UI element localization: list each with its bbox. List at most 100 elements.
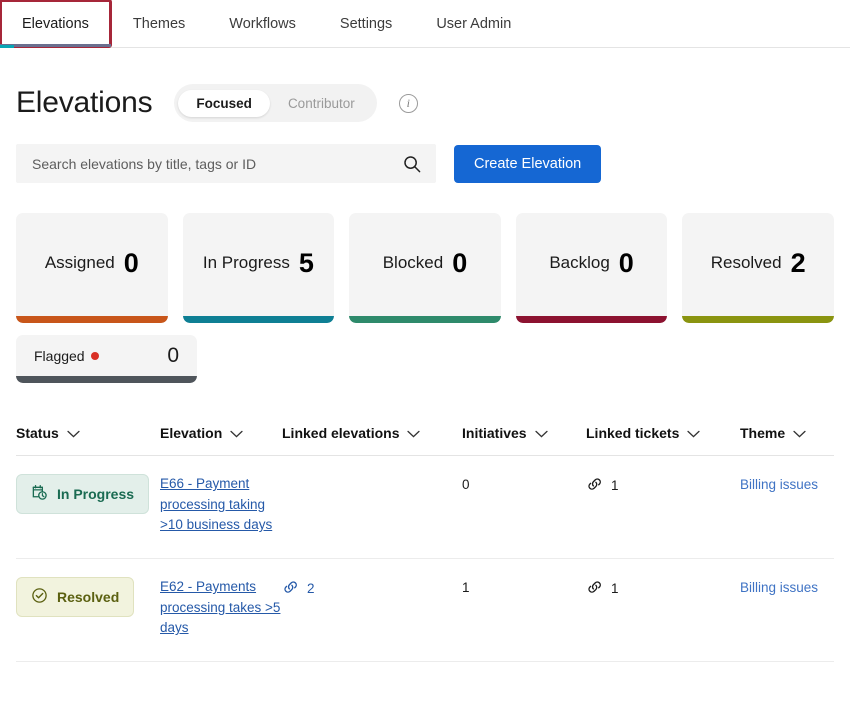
- chevron-down-icon[interactable]: [534, 425, 548, 441]
- nav-tab-workflows[interactable]: Workflows: [207, 0, 318, 47]
- search-box: [16, 144, 436, 183]
- page-header: Elevations Focused Contributor i: [16, 84, 834, 122]
- nav-tab-label: Themes: [132, 15, 186, 32]
- linked-elevations-value: 2: [307, 581, 315, 596]
- table-header-row: Status Elevation Linked elevations Initi…: [16, 425, 834, 456]
- status-badge-label: Resolved: [57, 589, 120, 605]
- status-card-value: 2: [790, 247, 806, 278]
- flagged-label-group: Flagged: [34, 348, 99, 364]
- table-row[interactable]: Resolved E62 - Payments processing takes…: [16, 559, 834, 662]
- column-header-label: Linked elevations: [282, 425, 400, 441]
- column-header-label: Initiatives: [462, 425, 527, 441]
- cell-theme: Billing issues: [740, 474, 834, 492]
- nav-tab-label: User Admin: [436, 15, 512, 32]
- status-card-accent-bar: [515, 316, 668, 323]
- status-card-value: 0: [452, 247, 468, 278]
- linked-tickets-count[interactable]: 1: [586, 580, 619, 597]
- cell-initiatives: 1: [462, 577, 586, 595]
- status-card-label: Blocked: [382, 253, 444, 273]
- theme-link[interactable]: Billing issues: [740, 580, 819, 595]
- primary-navigation: Elevations Themes Workflows Settings Use…: [0, 0, 850, 48]
- column-header-label: Linked tickets: [586, 425, 680, 441]
- column-header-theme[interactable]: Theme: [740, 425, 834, 441]
- elevation-link[interactable]: E66 - Payment processing taking >10 busi…: [160, 476, 273, 533]
- cell-elevation: E62 - Payments processing takes >5 days: [160, 577, 282, 639]
- column-header-linked-tickets[interactable]: Linked tickets: [586, 425, 740, 441]
- chevron-down-icon[interactable]: [230, 425, 243, 441]
- status-card-blocked[interactable]: Blocked 0: [349, 213, 501, 323]
- toggle-option-focused[interactable]: Focused: [178, 89, 270, 117]
- chevron-down-icon[interactable]: [687, 425, 701, 441]
- status-card-flagged[interactable]: Flagged 0: [16, 335, 197, 383]
- elevation-link[interactable]: E62 - Payments processing takes >5 days: [160, 579, 281, 636]
- table-row[interactable]: In Progress E66 - Payment processing tak…: [16, 456, 834, 559]
- column-header-status[interactable]: Status: [16, 425, 160, 441]
- page-title: Elevations: [16, 86, 153, 119]
- search-row: Create Elevation: [16, 144, 834, 183]
- status-card-accent-bar: [16, 376, 197, 383]
- status-card-in-progress[interactable]: In Progress 5: [182, 213, 335, 323]
- cell-status: Resolved: [16, 577, 160, 617]
- status-card-assigned[interactable]: Assigned 0: [16, 213, 168, 323]
- initiatives-value: 0: [462, 477, 470, 492]
- search-icon[interactable]: [402, 154, 422, 174]
- view-mode-toggle: Focused Contributor: [174, 84, 377, 122]
- nav-tab-settings[interactable]: Settings: [318, 0, 414, 47]
- nav-tab-label: Settings: [339, 15, 393, 32]
- status-card-value: 0: [618, 247, 634, 278]
- initiatives-value: 1: [462, 580, 470, 595]
- status-card-label: Resolved: [710, 253, 782, 273]
- info-glyph: i: [406, 96, 410, 110]
- create-elevation-button[interactable]: Create Elevation: [454, 144, 602, 183]
- cell-initiatives: 0: [462, 474, 586, 492]
- cell-linked-elevations: 2: [282, 577, 462, 597]
- chevron-down-icon[interactable]: [67, 425, 80, 441]
- nav-tab-elevations[interactable]: Elevations: [0, 0, 112, 48]
- status-card-accent-bar: [349, 316, 501, 323]
- nav-tab-label: Elevations: [22, 15, 89, 32]
- chevron-down-icon[interactable]: [407, 425, 421, 441]
- column-header-elevation[interactable]: Elevation: [160, 425, 282, 441]
- linked-tickets-value: 1: [611, 478, 619, 493]
- link-icon: [586, 477, 604, 494]
- nav-accent-bar: [0, 45, 14, 48]
- calendar-clock-icon: [31, 484, 48, 504]
- column-header-initiatives[interactable]: Initiatives: [462, 425, 586, 441]
- status-card-backlog[interactable]: Backlog 0: [515, 213, 668, 323]
- page-content: Elevations Focused Contributor i Create …: [0, 84, 850, 662]
- flag-dot-icon: [90, 351, 99, 360]
- status-card-value: 0: [167, 343, 179, 367]
- status-card-value: 0: [123, 247, 139, 278]
- cell-status: In Progress: [16, 474, 160, 514]
- search-input[interactable]: [30, 154, 402, 173]
- status-card-accent-bar: [682, 316, 834, 323]
- check-circle-icon: [31, 587, 48, 607]
- column-header-linked-elevations[interactable]: Linked elevations: [282, 425, 462, 441]
- linked-elevations-count[interactable]: 2: [282, 580, 315, 597]
- nav-tab-label: Workflows: [229, 15, 296, 32]
- status-card-label: In Progress: [202, 253, 290, 273]
- flagged-card-row: Flagged 0: [16, 335, 834, 383]
- column-header-label: Status: [16, 425, 59, 441]
- linked-tickets-count[interactable]: 1: [586, 477, 619, 494]
- cell-elevation: E66 - Payment processing taking >10 busi…: [160, 474, 282, 536]
- cell-linked-elevations: [282, 474, 462, 477]
- info-icon[interactable]: i: [398, 93, 418, 113]
- link-icon: [586, 580, 604, 597]
- status-card-resolved[interactable]: Resolved 2: [682, 213, 834, 323]
- nav-tab-themes[interactable]: Themes: [111, 0, 207, 47]
- status-badge[interactable]: In Progress: [16, 474, 150, 514]
- theme-link[interactable]: Billing issues: [740, 477, 819, 492]
- nav-tab-user-admin[interactable]: User Admin: [414, 0, 533, 47]
- chevron-down-icon[interactable]: [793, 425, 806, 441]
- status-card-label: Assigned: [44, 253, 115, 273]
- status-badge[interactable]: Resolved: [16, 577, 135, 617]
- cell-linked-tickets: 1: [586, 474, 740, 494]
- link-icon: [282, 580, 300, 597]
- cell-linked-tickets: 1: [586, 577, 740, 597]
- status-card-label: Flagged: [34, 347, 85, 364]
- status-summary-cards: Assigned 0 In Progress 5 Blocked 0 Backl…: [16, 213, 834, 323]
- status-badge-label: In Progress: [57, 486, 135, 502]
- column-header-label: Theme: [740, 425, 786, 441]
- toggle-option-contributor[interactable]: Contributor: [287, 95, 355, 111]
